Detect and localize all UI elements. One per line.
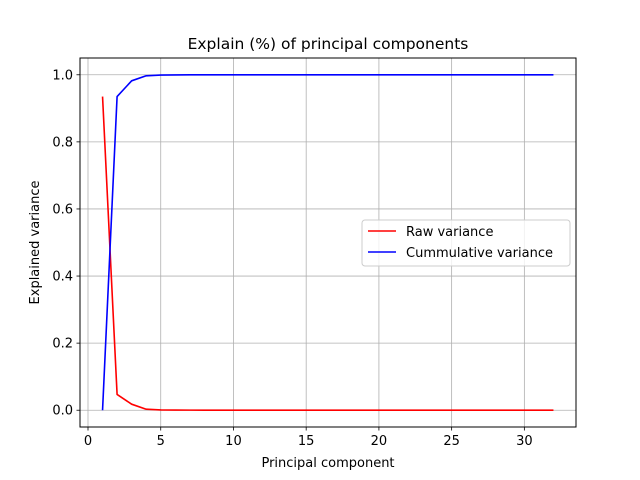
chart-title: Explain (%) of principal components xyxy=(188,35,469,53)
legend: Raw variance Cummulative variance xyxy=(361,219,571,267)
x-tick-label: 15 xyxy=(298,434,315,449)
plot-frame xyxy=(79,57,577,428)
series-line-raw-variance xyxy=(101,96,554,412)
x-tick-label: 20 xyxy=(371,434,388,449)
legend-label-cummulative-variance: Cummulative variance xyxy=(406,246,553,261)
y-tick-label: 0.8 xyxy=(52,135,73,150)
y-tick-label: 1.0 xyxy=(52,68,73,83)
x-axis-title: Principal component xyxy=(261,456,394,471)
x-tick-label: 10 xyxy=(225,434,242,449)
y-tick-label: 0.0 xyxy=(52,404,73,419)
x-tick-label: 30 xyxy=(516,434,533,449)
x-tick-label: 5 xyxy=(157,434,165,449)
y-tick-label: 0.6 xyxy=(52,202,73,217)
legend-label-raw-variance: Raw variance xyxy=(406,225,493,240)
y-tick-label: 0.4 xyxy=(52,270,73,285)
x-tick-label: 25 xyxy=(443,434,460,449)
ticks: 0 5 10 15 20 25 30 0.0 0.2 0.4 0.6 0.8 1.0 xyxy=(52,68,532,449)
series-line-cummulative-variance xyxy=(101,73,554,411)
y-axis-title: Explained variance xyxy=(28,181,43,305)
y-tick-label: 0.2 xyxy=(52,337,73,352)
x-tick-label: 0 xyxy=(84,434,92,449)
series-layer xyxy=(101,73,554,412)
legend-box xyxy=(361,219,571,267)
